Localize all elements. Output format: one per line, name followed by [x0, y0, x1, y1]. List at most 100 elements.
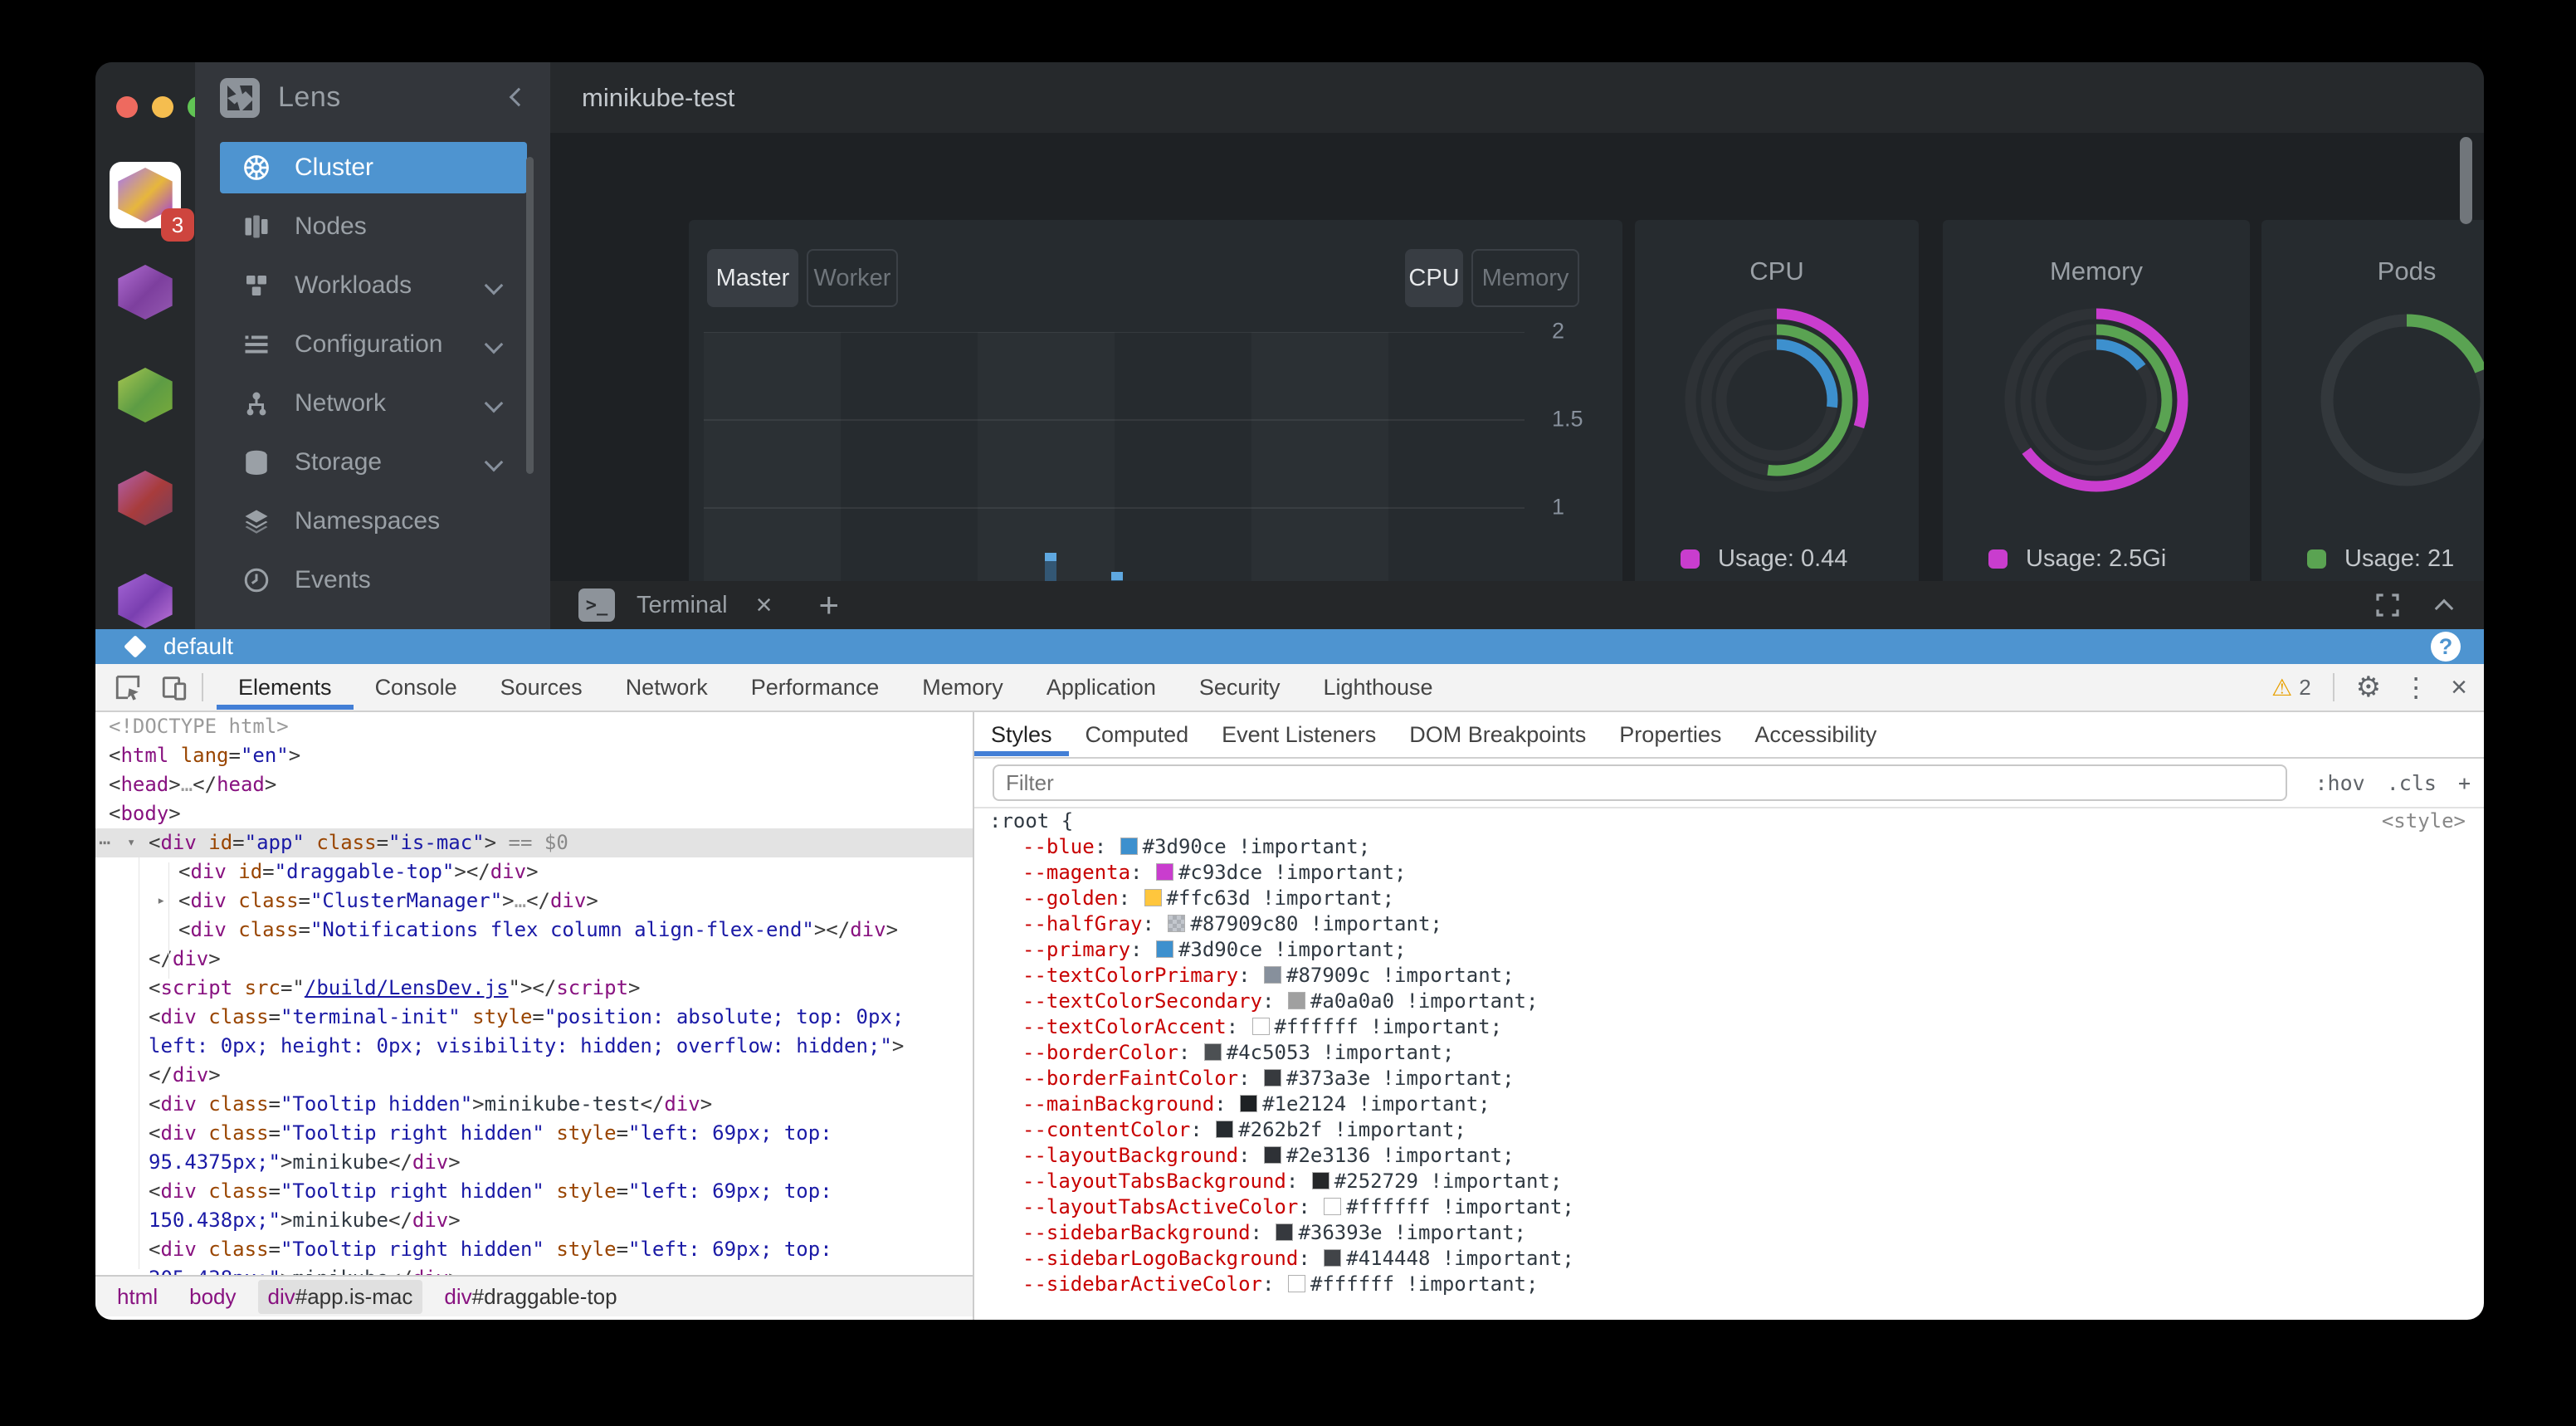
cluster-5-icon[interactable]: [110, 574, 181, 640]
sidebar-item-namespaces[interactable]: Namespaces: [220, 496, 527, 547]
color-swatch[interactable]: [1287, 1275, 1305, 1292]
sidebar-item-network[interactable]: Network: [220, 378, 527, 429]
dom-node[interactable]: ▸ <div class="ClusterManager">…</div>: [95, 886, 973, 916]
breadcrumb-html[interactable]: html: [117, 1283, 159, 1309]
color-swatch[interactable]: [1144, 889, 1162, 906]
styles-tab-computed[interactable]: Computed: [1085, 721, 1189, 747]
devtools-tab-application[interactable]: Application: [1046, 674, 1156, 700]
breadcrumb-body[interactable]: body: [189, 1283, 237, 1309]
color-swatch[interactable]: [1276, 1223, 1294, 1241]
dom-node[interactable]: <div class="Notifications flex column al…: [178, 918, 899, 941]
dom-node[interactable]: <div class="Tooltip right hidden" style=…: [149, 1238, 832, 1261]
dom-node[interactable]: <html lang="en">: [109, 744, 301, 767]
color-swatch[interactable]: [1168, 915, 1186, 932]
color-swatch[interactable]: [1264, 1146, 1281, 1164]
css-property-halfGray[interactable]: --halfGray: #87909c80 !important;: [1022, 912, 1442, 935]
color-swatch[interactable]: [1287, 992, 1305, 1009]
styles-tab-event-listeners[interactable]: Event Listeners: [1222, 721, 1377, 747]
color-swatch[interactable]: [1324, 1249, 1342, 1267]
color-swatch[interactable]: [1264, 966, 1281, 984]
color-swatch[interactable]: [1216, 1121, 1234, 1138]
sidebar-item-events[interactable]: Events: [220, 554, 527, 606]
settings-gear-icon[interactable]: ⚙: [2355, 671, 2382, 703]
devtools-tab-elements[interactable]: Elements: [217, 665, 354, 710]
sidebar-item-storage[interactable]: Storage: [220, 437, 527, 488]
devtools-tab-memory[interactable]: Memory: [922, 674, 1003, 700]
console-warning-badge[interactable]: ⚠ 2: [2271, 674, 2311, 701]
color-swatch[interactable]: [1311, 1172, 1329, 1189]
terminal-add-icon[interactable]: +: [818, 585, 839, 624]
kebab-menu-icon[interactable]: ⋮: [2403, 672, 2430, 702]
devtools-tab-network[interactable]: Network: [625, 674, 708, 700]
device-toolbar-icon[interactable]: [160, 673, 188, 701]
css-property-sidebarLogoBackground[interactable]: --sidebarLogoBackground: #414448 !import…: [1022, 1247, 1574, 1270]
sidebar-scrollbar[interactable]: [526, 157, 534, 474]
devtools-tab-performance[interactable]: Performance: [750, 674, 880, 700]
dom-node[interactable]: <script src="/build/LensDev.js"></script…: [149, 976, 641, 999]
tab-worker[interactable]: Worker: [807, 249, 898, 307]
terminal-close-icon[interactable]: ×: [755, 588, 773, 621]
dom-node[interactable]: ▸<head>…</head>: [95, 770, 973, 799]
dom-node[interactable]: 95.4375px;">minikube</div>: [149, 1150, 461, 1174]
color-swatch[interactable]: [1155, 863, 1173, 881]
stylesheet-origin[interactable]: <style>: [2381, 809, 2466, 833]
css-property-sidebarBackground[interactable]: --sidebarBackground: #36393e !important;: [1022, 1221, 1526, 1244]
css-property-textColorPrimary[interactable]: --textColorPrimary: #87909c !important;: [1022, 964, 1515, 987]
devtools-close-icon[interactable]: ×: [2451, 671, 2467, 703]
styles-tab-accessibility[interactable]: Accessibility: [1754, 721, 1877, 747]
toggle-memory[interactable]: Memory: [1471, 249, 1579, 307]
sidebar-item-nodes[interactable]: Nodes: [220, 201, 527, 252]
dom-node[interactable]: </div>: [149, 947, 221, 970]
css-property-layoutBackground[interactable]: --layoutBackground: #2e3136 !important;: [1022, 1144, 1515, 1167]
color-swatch[interactable]: [1264, 1069, 1281, 1087]
terminal-collapse-icon[interactable]: [2434, 598, 2454, 618]
cluster-2-icon[interactable]: [110, 265, 181, 331]
dom-node[interactable]: <div class="Tooltip right hidden" style=…: [149, 1121, 832, 1145]
sidebar-item-cluster[interactable]: Cluster: [220, 142, 527, 193]
dom-node[interactable]: <div class="Tooltip right hidden" style=…: [149, 1179, 832, 1203]
color-swatch[interactable]: [1120, 838, 1138, 855]
sidebar-collapse-icon[interactable]: [509, 87, 529, 107]
node-options-icon[interactable]: ⋯: [99, 831, 113, 854]
devtools-tab-console[interactable]: Console: [374, 674, 457, 700]
dom-node[interactable]: </div>: [149, 1063, 221, 1087]
css-property-golden[interactable]: --golden: #ffc63d !important;: [1022, 886, 1395, 910]
terminal-tab[interactable]: Terminal: [637, 591, 728, 618]
css-property-borderFaintColor[interactable]: --borderFaintColor: #373a3e !important;: [1022, 1067, 1515, 1090]
cluster-3-icon[interactable]: [110, 368, 181, 434]
dom-node-selected[interactable]: ⋯ ▾ <div id="app" class="is-mac"> == $0: [95, 828, 973, 857]
inspect-element-icon[interactable]: [114, 673, 142, 701]
content-scrollbar[interactable]: [2460, 137, 2472, 224]
dom-node[interactable]: <div class="terminal-init" style="positi…: [149, 1005, 905, 1028]
css-property-borderColor[interactable]: --borderColor: #4c5053 !important;: [1022, 1041, 1455, 1064]
cluster-4-icon[interactable]: [110, 471, 181, 537]
color-swatch[interactable]: [1324, 1198, 1342, 1215]
styles-tab-properties[interactable]: Properties: [1619, 721, 1722, 747]
css-property-magenta[interactable]: --magenta: #c93dce !important;: [1022, 861, 1407, 884]
css-property-contentColor[interactable]: --contentColor: #262b2f !important;: [1022, 1118, 1466, 1141]
dom-node[interactable]: 150.438px;">minikube</div>: [149, 1209, 461, 1232]
collapsed-arrow-icon[interactable]: ▸: [157, 892, 166, 909]
devtools-tab-sources[interactable]: Sources: [500, 674, 583, 700]
sidebar-item-workloads[interactable]: Workloads: [220, 260, 527, 311]
styles-tab-dom-breakpoints[interactable]: DOM Breakpoints: [1409, 721, 1587, 747]
breadcrumb-div#app.is-mac[interactable]: div#app.is-mac: [257, 1279, 423, 1314]
dom-node[interactable]: left: 0px; height: 0px; visibility: hidd…: [149, 1034, 905, 1057]
toggle-hov[interactable]: :hov: [2315, 770, 2365, 795]
devtools-tab-lighthouse[interactable]: Lighthouse: [1323, 674, 1433, 700]
color-swatch[interactable]: [1155, 940, 1173, 958]
minimize-window-button[interactable]: [152, 96, 173, 118]
css-property-primary[interactable]: --primary: #3d90ce !important;: [1022, 938, 1407, 961]
close-window-button[interactable]: [116, 96, 138, 118]
help-button[interactable]: ?: [2431, 632, 2461, 662]
terminal-fullscreen-icon[interactable]: [2374, 592, 2401, 618]
namespace-label[interactable]: default: [163, 633, 234, 659]
color-swatch[interactable]: [1240, 1095, 1258, 1112]
breadcrumb-div#draggable-top[interactable]: div#draggable-top: [444, 1283, 617, 1309]
devtools-tab-security[interactable]: Security: [1198, 674, 1281, 700]
dom-node[interactable]: <div id="draggable-top"></div>: [178, 860, 539, 883]
css-property-textColorSecondary[interactable]: --textColorSecondary: #a0a0a0 !important…: [1022, 989, 1539, 1013]
styles-tab-styles[interactable]: Styles: [974, 713, 1069, 756]
styles-filter-input[interactable]: [993, 764, 2287, 801]
css-property-textColorAccent[interactable]: --textColorAccent: #ffffff !important;: [1022, 1015, 1503, 1038]
